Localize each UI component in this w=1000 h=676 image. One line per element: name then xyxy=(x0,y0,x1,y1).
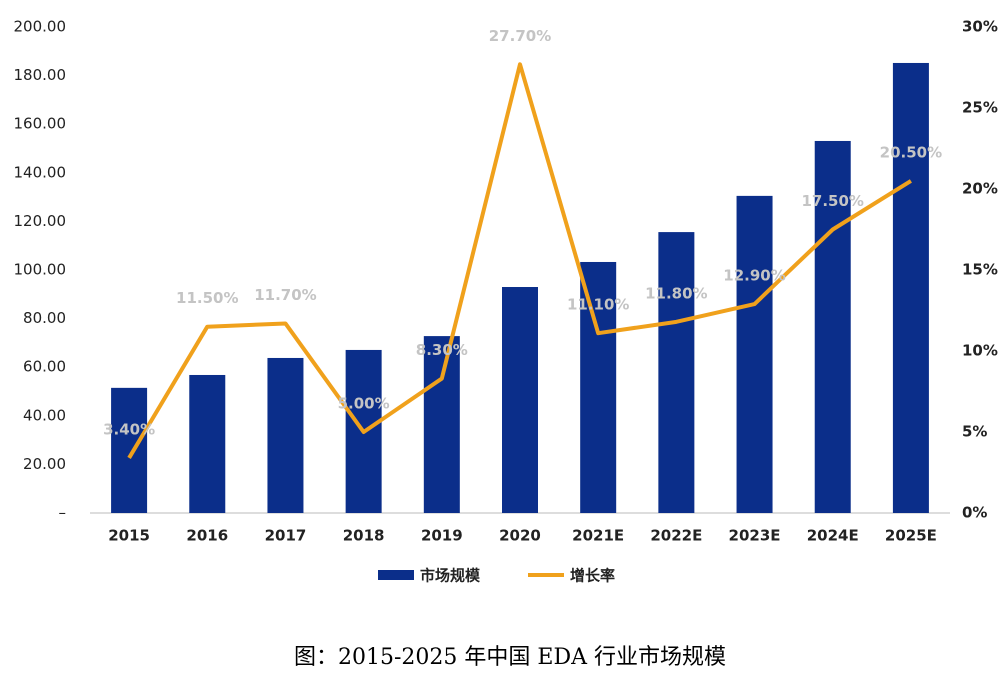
y2-tick-label: 20% xyxy=(962,180,998,198)
y-tick-label: 120.00 xyxy=(14,212,67,230)
x-tick-label: 2024E xyxy=(807,527,859,545)
bar xyxy=(502,287,538,513)
x-tick-label: 2017 xyxy=(265,527,307,545)
x-tick-label: 2019 xyxy=(421,527,463,545)
legend-label: 市场规模 xyxy=(420,567,481,585)
x-tick-label: 2021E xyxy=(572,527,624,545)
value-label: 11.80% xyxy=(645,284,707,302)
y-tick-label: 160.00 xyxy=(14,115,67,133)
y2-tick-label: 5% xyxy=(962,423,987,441)
y2-tick-label: 0% xyxy=(962,504,987,522)
bar xyxy=(267,357,304,513)
x-tick-label: 2023E xyxy=(729,527,781,545)
x-tick-label: 2015 xyxy=(108,527,150,545)
y-tick-label: 80.00 xyxy=(23,309,66,327)
value-label: 11.70% xyxy=(254,286,316,304)
bar xyxy=(892,62,929,514)
value-label: 20.50% xyxy=(880,143,942,161)
value-label: 3.40% xyxy=(103,420,155,438)
y-tick-label: 60.00 xyxy=(23,358,66,376)
x-tick-label: 2016 xyxy=(186,527,228,545)
y-tick-label: 100.00 xyxy=(14,261,67,279)
y-tick-label: 20.00 xyxy=(23,455,66,473)
y-tick-label: 200.00 xyxy=(14,18,67,36)
y2-tick-label: 30% xyxy=(962,18,998,36)
caption: 图：2015-2025 年中国 EDA 行业市场规模 xyxy=(294,645,726,670)
bar xyxy=(658,232,695,514)
y-tick-label: – xyxy=(59,504,67,522)
x-tick-label: 2025E xyxy=(885,527,937,545)
x-tick-label: 2020 xyxy=(499,527,541,545)
bar xyxy=(814,140,851,514)
value-label: 12.90% xyxy=(723,267,785,285)
value-label: 8.30% xyxy=(416,341,468,359)
x-tick-label: 2022E xyxy=(650,527,702,545)
bar xyxy=(736,195,773,513)
bar xyxy=(189,374,226,513)
value-label: 5.00% xyxy=(338,395,390,413)
value-label: 17.50% xyxy=(801,192,863,210)
bar xyxy=(111,387,148,513)
value-label: 11.50% xyxy=(176,289,238,307)
bar xyxy=(580,261,617,513)
legend-swatch xyxy=(378,570,414,580)
value-label: 27.70% xyxy=(489,27,551,45)
line xyxy=(127,62,912,459)
y-tick-label: 140.00 xyxy=(14,163,67,181)
x-tick-label: 2018 xyxy=(343,527,385,545)
value-label: 11.10% xyxy=(567,296,629,314)
y-tick-label: 180.00 xyxy=(14,66,67,84)
y2-tick-label: 10% xyxy=(962,342,998,360)
y2-tick-label: 25% xyxy=(962,99,998,117)
y-tick-label: 40.00 xyxy=(23,406,66,424)
legend-label: 增长率 xyxy=(570,567,615,585)
bar xyxy=(423,336,460,513)
y2-tick-label: 15% xyxy=(962,261,998,279)
